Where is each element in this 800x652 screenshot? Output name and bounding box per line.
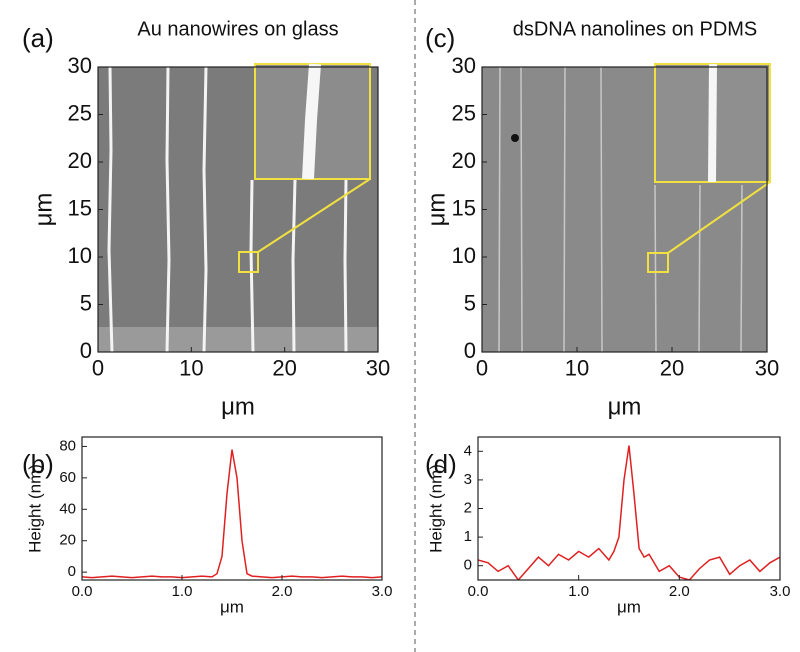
x-tick-label: 3.0 <box>372 583 393 600</box>
y-axis-label: μm <box>423 193 450 227</box>
x-tick-label: 0.0 <box>468 583 489 600</box>
y-tick-label: 0 <box>464 338 476 363</box>
profile-line <box>82 449 382 579</box>
x-tick-label: 10 <box>565 355 589 380</box>
plot-frame <box>477 436 781 581</box>
y-tick-label: 5 <box>80 290 92 315</box>
afm-image-c <box>482 63 771 353</box>
panel-label: (b) <box>22 449 54 479</box>
y-axis-label: μm <box>30 193 57 227</box>
panel-label: (c) <box>425 23 455 53</box>
x-tick-label: 10 <box>179 355 203 380</box>
panel-label: (d) <box>425 449 457 479</box>
y-tick-label: 0 <box>80 338 92 363</box>
x-tick-label: 30 <box>755 355 779 380</box>
x-tick-label: 0.0 <box>72 583 93 600</box>
y-tick-label: 20 <box>452 148 476 173</box>
y-tick-label: 10 <box>452 243 476 268</box>
y-tick-label: 5 <box>464 290 476 315</box>
y-tick-label: 0 <box>68 563 76 580</box>
y-tick-label: 25 <box>452 100 476 125</box>
y-tick-label: 40 <box>59 500 76 517</box>
y-tick-label: 3 <box>464 471 472 488</box>
x-tick-label: 0 <box>92 355 104 380</box>
y-tick-label: 15 <box>452 195 476 220</box>
y-axis-label: Height (nm) <box>25 464 44 553</box>
y-tick-label: 30 <box>452 53 476 78</box>
x-tick-label: 1.0 <box>172 583 193 600</box>
y-tick-label: 10 <box>68 243 92 268</box>
x-tick-label: 30 <box>366 355 390 380</box>
x-tick-label: 20 <box>272 355 296 380</box>
x-tick-label: 2.0 <box>669 583 690 600</box>
panel-title: Au nanowires on glass <box>137 18 338 40</box>
y-tick-label: 15 <box>68 195 92 220</box>
plot-frame <box>81 436 383 581</box>
panel-label: (a) <box>22 23 54 53</box>
y-tick-label: 0 <box>464 557 472 574</box>
y-axis-label: Height (nm) <box>426 464 445 553</box>
y-tick-label: 30 <box>68 53 92 78</box>
y-tick-label: 25 <box>68 100 92 125</box>
x-tick-label: 3.0 <box>770 583 791 600</box>
x-axis-label: μm <box>221 393 255 420</box>
y-tick-label: 20 <box>68 148 92 173</box>
x-tick-label: 2.0 <box>272 583 293 600</box>
y-tick-label: 60 <box>59 469 76 486</box>
x-axis-label: μm <box>220 597 244 616</box>
y-tick-label: 80 <box>59 437 76 454</box>
profile-line <box>478 445 780 580</box>
y-tick-label: 4 <box>464 442 472 459</box>
x-axis-label: μm <box>608 393 642 420</box>
panel-title: dsDNA nanolines on PDMS <box>513 18 758 40</box>
x-tick-label: 20 <box>660 355 684 380</box>
afm-image-a <box>98 63 378 353</box>
y-tick-label: 2 <box>464 499 472 516</box>
x-axis-label: μm <box>617 597 641 616</box>
y-tick-label: 1 <box>464 528 472 545</box>
x-tick-label: 1.0 <box>568 583 589 600</box>
y-tick-label: 20 <box>59 532 76 549</box>
x-tick-label: 0 <box>476 355 488 380</box>
